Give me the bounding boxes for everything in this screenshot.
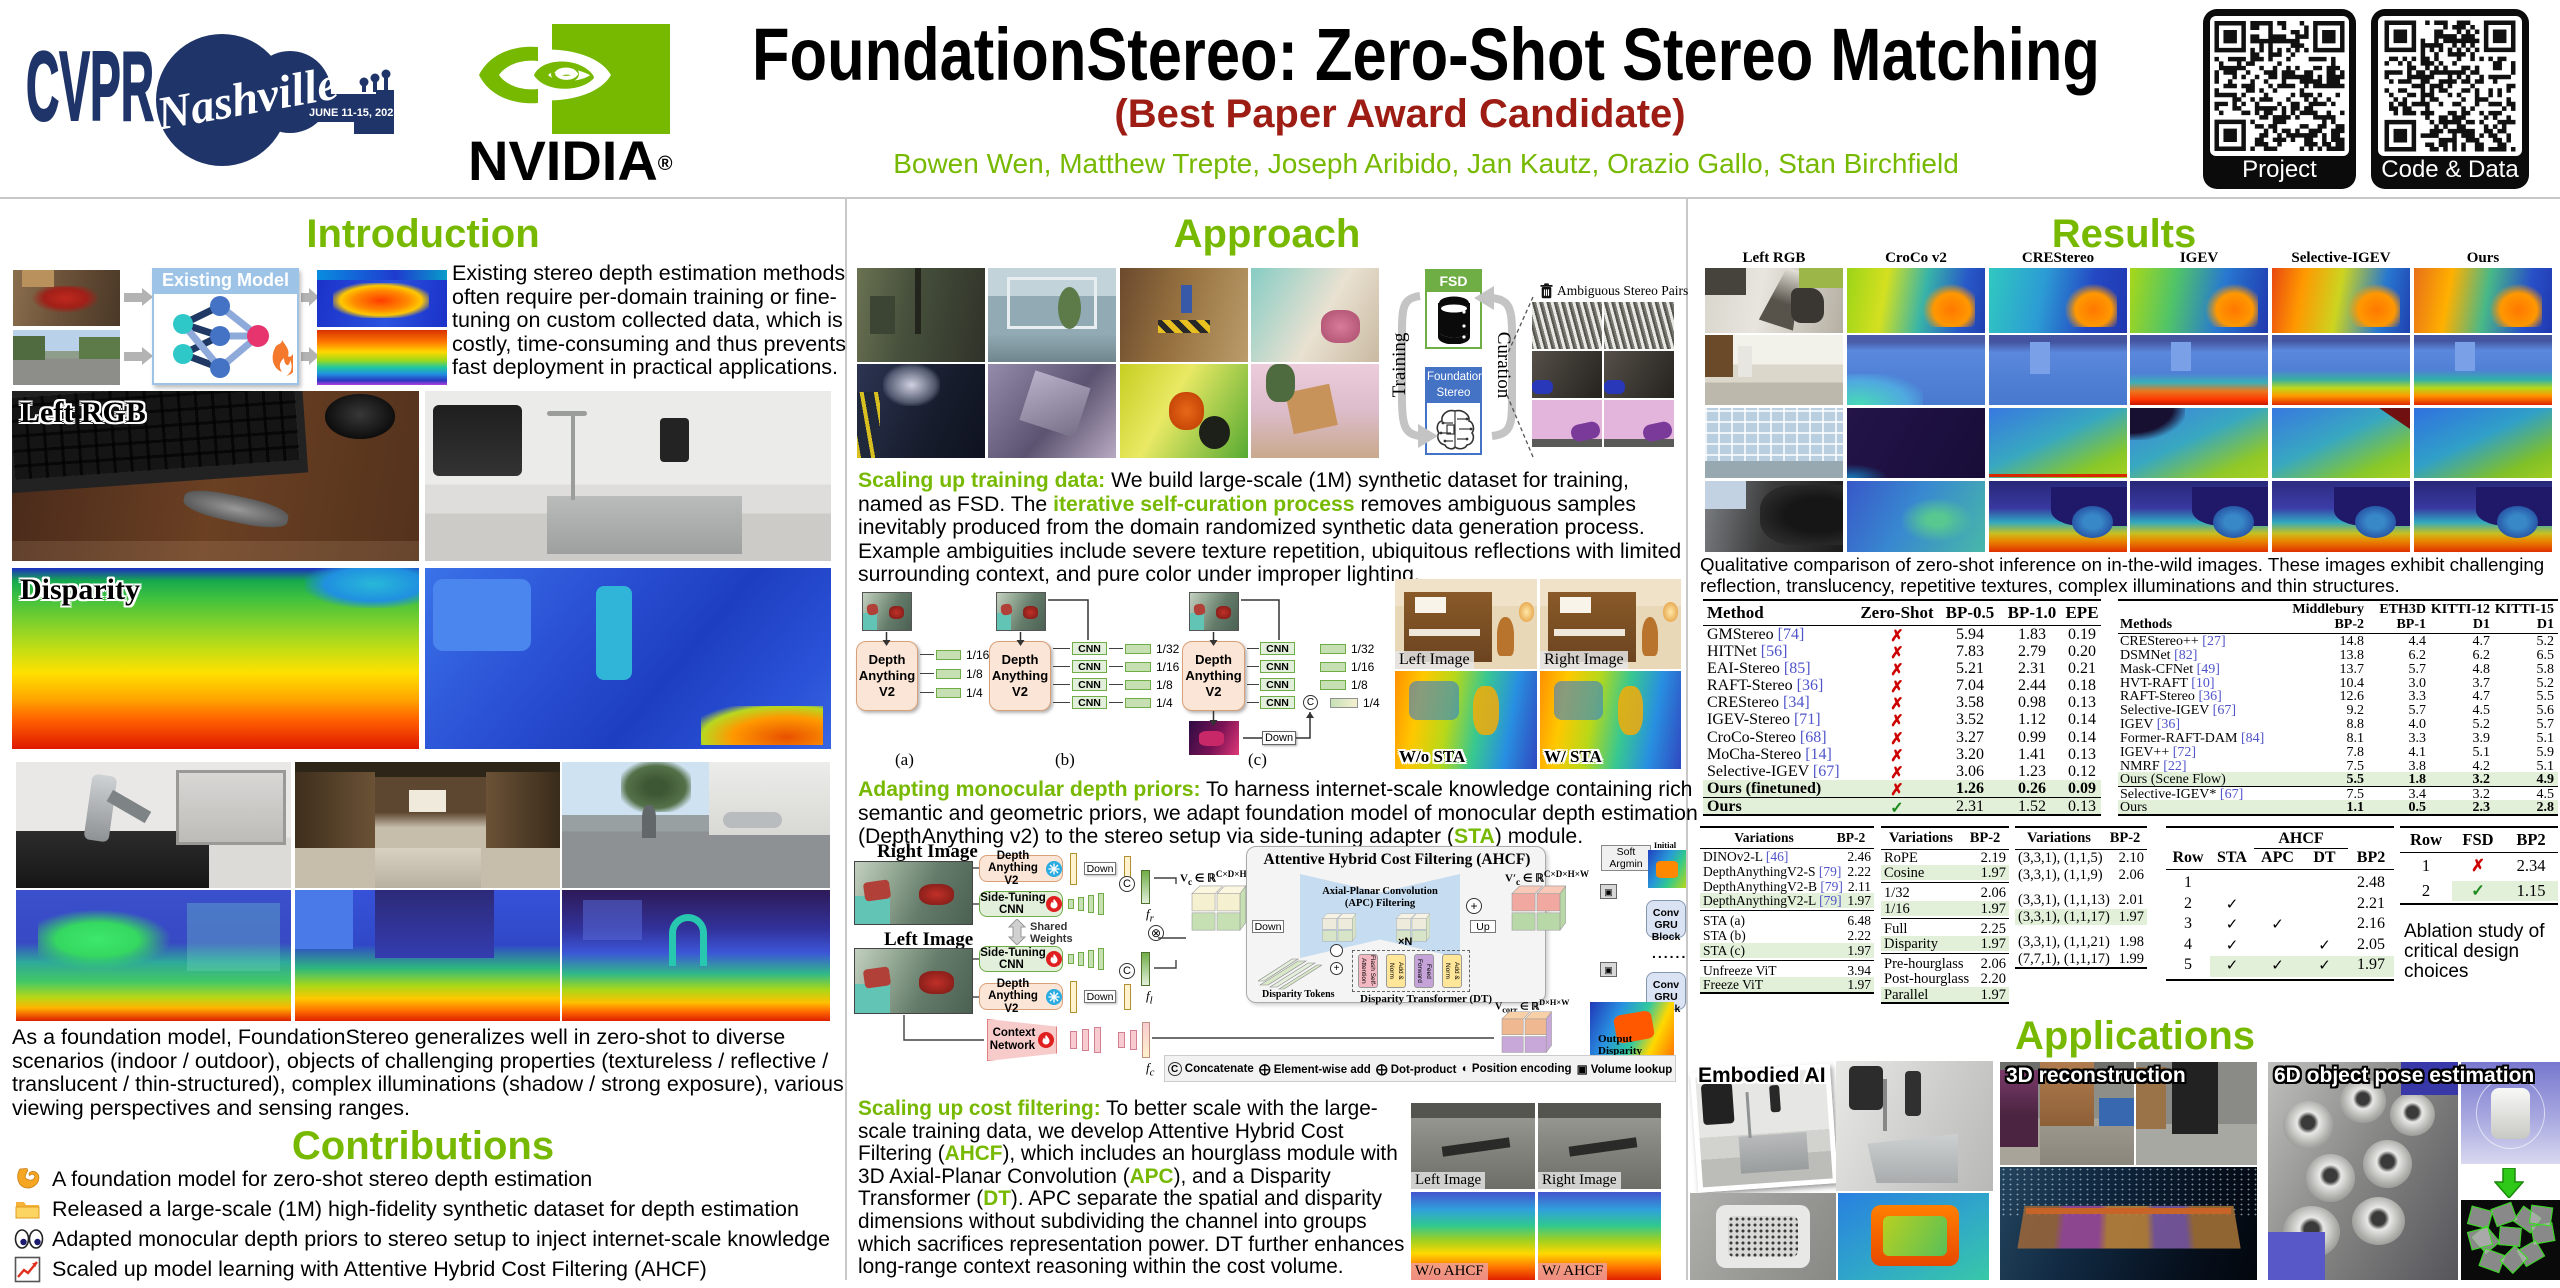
svg-text:JUNE 11-15, 2025: JUNE 11-15, 2025 [309,107,400,119]
